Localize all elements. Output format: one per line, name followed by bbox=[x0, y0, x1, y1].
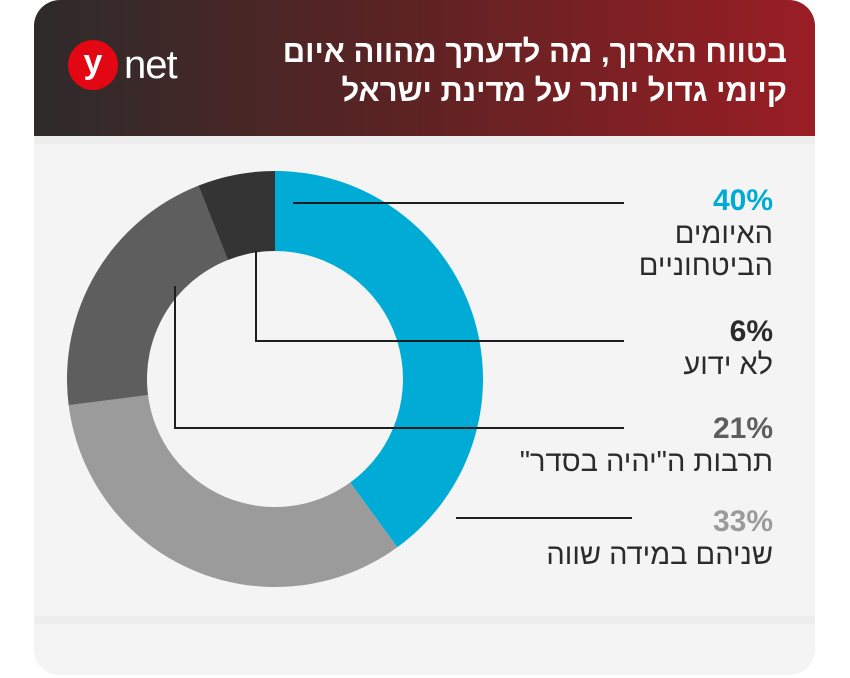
infographic-card: y net בטווח הארוך, מה לדעתך מהווה איום ק… bbox=[34, 0, 815, 675]
logo-wordmark: net bbox=[124, 42, 178, 87]
leader-line-unknown bbox=[255, 251, 624, 342]
logo-badge: y bbox=[68, 40, 118, 90]
legend-entry-complacency: 21% תרבות ה"יהיה בסדר" bbox=[520, 412, 773, 478]
chart-panel: 40% האיומים הביטחוניים 6% לא ידוע 21% תר… bbox=[34, 144, 815, 616]
data-label-security: האיומים הביטחוניים bbox=[638, 218, 773, 282]
donut-chart bbox=[66, 171, 632, 587]
legend-entry-both: 33% שניהם במידה שווה bbox=[546, 505, 773, 571]
data-label-complacency-pct: 21% bbox=[712, 412, 773, 445]
slice-both bbox=[68, 395, 398, 587]
leader-lines bbox=[174, 202, 632, 519]
slice-complacency bbox=[66, 185, 228, 406]
legend-entry-security: 40% האיומים הביטחוניים bbox=[583, 184, 773, 282]
slices-layer bbox=[66, 171, 484, 587]
slice-unknown bbox=[198, 171, 275, 260]
data-label-unknown-pct: 6% bbox=[729, 315, 773, 348]
leader-line-complacency bbox=[174, 286, 624, 429]
data-label-both: שניהם במידה שווה bbox=[546, 539, 773, 571]
data-label-unknown: לא ידוע bbox=[683, 349, 773, 381]
ynet-logo: y net bbox=[68, 40, 178, 90]
slice-security bbox=[275, 171, 484, 548]
data-label-complacency: תרבות ה"יהיה בסדר" bbox=[519, 446, 773, 478]
footer-strip bbox=[34, 624, 815, 675]
data-label-both-pct: 33% bbox=[712, 505, 773, 538]
header-bar: y net בטווח הארוך, מה לדעתך מהווה איום ק… bbox=[34, 0, 815, 136]
data-label-security-pct: 40% bbox=[712, 184, 773, 217]
chart-title: בטווח הארוך, מה לדעתך מהווה איום קיומי ג… bbox=[282, 34, 787, 108]
legend-entry-unknown: 6% לא ידוע bbox=[683, 315, 773, 381]
